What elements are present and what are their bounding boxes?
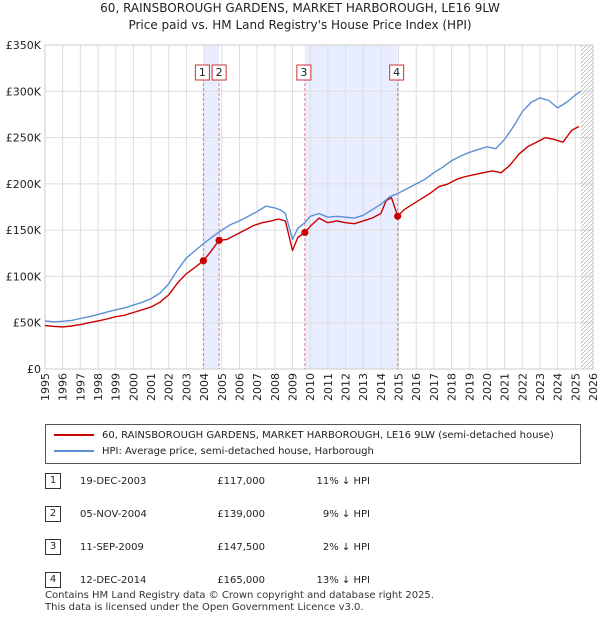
x-tick-label: 2023	[534, 373, 547, 401]
sale-label: 1	[199, 66, 206, 79]
sale-point	[199, 257, 207, 265]
legend-item-hpi: HPI: Average price, semi-detached house,…	[54, 445, 374, 459]
x-tick-label: 2024	[552, 373, 565, 401]
y-tick-label: £0	[27, 363, 41, 376]
x-tick-label: 2026	[587, 373, 600, 401]
x-tick-label: 2002	[163, 373, 176, 401]
x-tick-label: 2008	[269, 373, 282, 401]
x-tick-label: 2014	[375, 373, 388, 401]
footer-licence: This data is licensed under the Open Gov…	[45, 602, 364, 613]
sale-date: 12-DEC-2014	[80, 575, 147, 586]
x-tick-label: 1996	[57, 373, 70, 401]
x-tick-label: 1998	[92, 373, 105, 401]
x-tick-label: 2005	[216, 373, 229, 401]
price-paid-line	[44, 125, 580, 328]
sale-price: £147,500	[217, 542, 265, 553]
legend-item-price: 60, RAINSBOROUGH GARDENS, MARKET HARBORO…	[54, 429, 554, 443]
y-tick-label: £100K	[6, 270, 42, 283]
chart-subtitle: Price paid vs. HM Land Registry's House …	[128, 18, 472, 32]
sale-label-box	[194, 64, 210, 81]
x-tick-label: 2007	[251, 373, 264, 401]
sale-hpi-diff: 2% ↓ HPI	[322, 542, 370, 553]
sale-price: £165,000	[217, 575, 265, 586]
x-tick-label: 2001	[145, 373, 158, 401]
x-tick-label: 2012	[340, 373, 353, 401]
table-row: 2 05-NOV-2004 £139,000 9% ↓ HPI	[45, 506, 585, 524]
sale-hpi-diff: 13% ↓ HPI	[316, 575, 370, 586]
x-tick-label: 2010	[304, 373, 317, 401]
sale-label-box	[296, 64, 312, 81]
sale-number: 4	[45, 572, 61, 588]
x-tick-label: 2006	[233, 373, 246, 401]
sale-price: £139,000	[217, 509, 265, 520]
x-tick-label: 1999	[110, 373, 123, 401]
legend: 60, RAINSBOROUGH GARDENS, MARKET HARBORO…	[45, 424, 581, 464]
forecast-hatch	[580, 45, 593, 369]
legend-label-hpi: HPI: Average price, semi-detached house,…	[102, 446, 374, 457]
hpi-line	[44, 90, 582, 323]
shaded-period	[304, 45, 398, 369]
legend-swatch-hpi	[54, 450, 94, 452]
sale-label: 3	[300, 66, 307, 79]
table-row: 3 11-SEP-2009 £147,500 2% ↓ HPI	[45, 539, 585, 557]
y-tick-label: £300K	[6, 85, 42, 98]
table-row: 1 19-DEC-2003 £117,000 11% ↓ HPI	[45, 473, 585, 491]
sale-number: 2	[45, 506, 61, 522]
sale-price: £117,000	[217, 476, 265, 487]
x-tick-label: 2013	[357, 373, 370, 401]
y-tick-label: £200K	[6, 178, 42, 191]
sale-point	[301, 228, 309, 237]
x-tick-label: 2018	[446, 373, 459, 401]
x-tick-label: 2011	[322, 373, 335, 401]
footer-copyright: Contains HM Land Registry data © Crown c…	[45, 590, 434, 601]
x-tick-label: 2025	[569, 373, 582, 401]
sale-point	[394, 212, 402, 220]
sale-number: 1	[45, 473, 61, 489]
x-tick-label: 2015	[393, 373, 406, 401]
sale-date: 11-SEP-2009	[80, 542, 144, 553]
x-tick-label: 2022	[516, 373, 529, 401]
x-tick-label: 2004	[198, 373, 211, 401]
y-tick-label: £350K	[6, 39, 42, 52]
sale-label-box	[211, 64, 227, 81]
sale-date: 05-NOV-2004	[80, 509, 147, 520]
legend-label-price: 60, RAINSBOROUGH GARDENS, MARKET HARBORO…	[102, 430, 554, 441]
sale-label-box	[389, 64, 405, 81]
y-tick-label: £150K	[6, 224, 42, 237]
y-tick-label: £250K	[6, 132, 42, 145]
shaded-period	[203, 45, 220, 369]
x-tick-label: 2021	[499, 373, 512, 401]
price-chart: £0 £50K £100K £150K £200K £250K £300K £350K 199…	[6, 39, 600, 401]
x-tick-label: 2017	[428, 373, 441, 401]
x-tick-label: 2009	[286, 373, 299, 401]
sale-hpi-diff: 11% ↓ HPI	[316, 476, 370, 487]
sale-point	[215, 236, 223, 244]
x-tick-label: 2019	[463, 373, 476, 401]
table-row: 4 12-DEC-2014 £165,000 13% ↓ HPI	[45, 572, 585, 590]
x-tick-label: 2003	[180, 373, 193, 401]
x-tick-label: 1997	[74, 373, 87, 401]
sale-date: 19-DEC-2003	[80, 476, 147, 487]
x-tick-label: 2000	[127, 373, 140, 401]
sale-hpi-diff: 9% ↓ HPI	[322, 509, 370, 520]
x-tick-label: 1995	[39, 373, 52, 401]
chart-title: 60, RAINSBOROUGH GARDENS, MARKET HARBORO…	[100, 1, 500, 15]
x-tick-label: 2016	[410, 373, 423, 401]
sale-number: 3	[45, 539, 61, 555]
sale-label: 4	[393, 66, 400, 79]
legend-swatch-price	[54, 434, 94, 436]
x-tick-label: 2020	[481, 373, 494, 401]
y-tick-label: £50K	[13, 317, 42, 330]
sale-label: 2	[216, 66, 223, 79]
